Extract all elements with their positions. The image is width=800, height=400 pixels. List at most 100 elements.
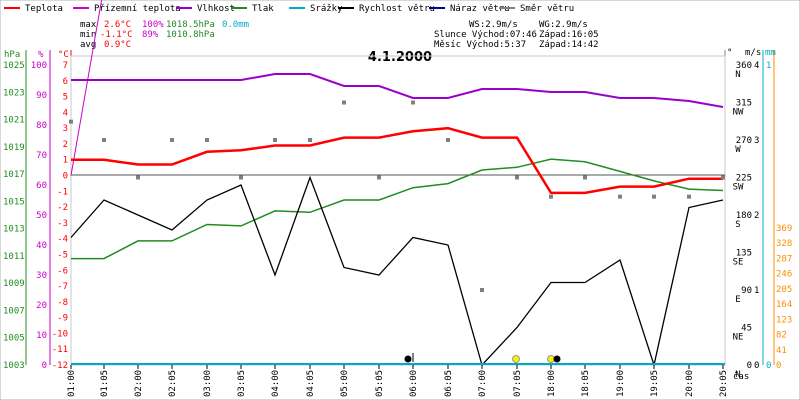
legend-label-1: Přízemní teplota: [94, 4, 181, 14]
temp-tick: 0: [63, 172, 68, 182]
legend-label-3: Tlak: [252, 4, 274, 14]
wm2-tick: 0: [776, 361, 781, 371]
pct-tick: 70: [36, 151, 47, 161]
x-tick-label: 04:00: [271, 370, 281, 397]
x-tick-label: 18:00: [547, 370, 557, 397]
wind-dir-point: [687, 194, 691, 199]
pct-tick: 80: [36, 121, 47, 131]
hpa-tick: 1023: [3, 88, 25, 98]
ms-tick: 2: [754, 211, 759, 221]
hpa-tick: 1017: [3, 170, 25, 180]
wind-dir-point: [170, 138, 174, 142]
hpa-tick: 1025: [3, 61, 25, 71]
wm2-tick: 246: [776, 270, 792, 280]
wind-dir-point: [239, 175, 243, 180]
dir-tick: 135: [736, 249, 752, 259]
moon-set-marker: [553, 355, 561, 363]
wind-dir-point: [69, 119, 73, 124]
mm-unit: mm: [765, 48, 776, 58]
dir-name: NW: [733, 108, 744, 118]
wind-dir-point: [377, 175, 381, 180]
stat-max-temp: 2.6°C: [104, 20, 131, 30]
dir-name: NE: [733, 333, 744, 343]
temp-tick: -10: [52, 329, 68, 339]
series-humidity: [71, 73, 724, 108]
stat-min-pressure: 1010.8hPa: [166, 30, 215, 40]
wm2-tick: 41: [776, 346, 787, 356]
temp-tick: 6: [63, 77, 68, 87]
wind-dir-point: [308, 138, 312, 142]
pct-tick: 50: [36, 211, 47, 221]
x-tick-label: 04:05: [306, 370, 316, 397]
pct-tick: 30: [36, 271, 47, 281]
temp-tick: -2: [57, 203, 68, 213]
hpa-tick: 1011: [3, 252, 25, 262]
legend-label-2: Vlhkost: [197, 4, 235, 14]
dir-tick: 0: [747, 361, 752, 371]
wind-dir-point: [273, 138, 277, 142]
stat-max-pressure: 1018.5hPa: [166, 20, 215, 30]
pct-tick: 60: [36, 181, 47, 191]
temp-unit: °C: [58, 50, 69, 60]
x-tick-label: 01:05: [100, 370, 110, 397]
temp-tick: 4: [63, 108, 68, 118]
stat-min-humidity: 89%: [142, 30, 159, 40]
x-tick-label: 02:00: [134, 370, 144, 397]
temp-tick: -1: [57, 187, 68, 197]
pct-tick: 90: [36, 91, 47, 101]
plot-area: [69, 0, 726, 368]
wm2-tick: 164: [776, 300, 792, 310]
pct-tick: 10: [36, 331, 47, 341]
sun-rise-marker: [512, 355, 520, 363]
pct-tick: 20: [36, 301, 47, 311]
pct-unit: %: [38, 50, 44, 60]
temp-tick: 3: [63, 124, 68, 134]
x-tick-label: 07:00: [478, 370, 488, 397]
pct-tick: 40: [36, 241, 47, 251]
wm2-tick: 287: [776, 254, 792, 264]
ms-unit: m/s: [745, 48, 761, 58]
info-moon-rise: Měsíc Východ:5:37: [434, 40, 526, 50]
stat-avg-temp: 0.9°C: [104, 40, 131, 50]
x-tick-label: 02:05: [168, 370, 178, 397]
legend-label-6: Náraz větru: [450, 4, 510, 14]
temp-tick: 5: [63, 93, 68, 103]
legend: Teplota Přízemní teplota Vlhkost Tlak Srážky…: [4, 4, 574, 14]
wm2-tick: 328: [776, 239, 792, 249]
hpa-tick: 1015: [3, 197, 25, 207]
wm2-tick: 369: [776, 224, 792, 234]
dir-name: SE: [733, 258, 744, 268]
hpa-tick: 1007: [3, 306, 25, 316]
info-ws: WS:2.9m/s: [469, 20, 518, 30]
info-moon-set: Západ:14:42: [539, 40, 599, 50]
wind-dir-point: [136, 175, 140, 180]
chart-title: 4.1.2000: [368, 50, 432, 65]
ms-tick: 1: [754, 286, 759, 296]
wind-dir-point: [515, 175, 519, 180]
dir-name: N: [735, 370, 740, 380]
x-tick-label: 20:00: [685, 370, 695, 397]
legend-label-4: Srážky: [310, 4, 343, 14]
wind-dir-point: [411, 100, 415, 105]
wind-dir-point: [480, 288, 484, 292]
astro-info: WS:2.9m/s WG:2.9m/s Slunce Východ:07:46 …: [434, 20, 599, 50]
hpa-tick: 1003: [3, 361, 25, 371]
dir-tick: 180: [736, 211, 752, 221]
wind-dir-point: [652, 194, 656, 199]
hpa-tick: 1021: [3, 116, 25, 126]
temp-tick: -4: [57, 235, 68, 245]
wind-dir-point: [721, 175, 725, 180]
legend-label-0: Teplota: [25, 4, 63, 14]
dir-tick: 270: [736, 136, 752, 146]
dir-name: E: [735, 295, 740, 305]
info-wg: WG:2.9m/s: [539, 20, 588, 30]
dir-name: S: [735, 220, 740, 230]
wind-dir-point: [446, 138, 450, 142]
hpa-tick: 1013: [3, 225, 25, 235]
wind-dir-point: [549, 194, 553, 199]
dir-name: SW: [733, 183, 744, 193]
sun-set-marker: [547, 355, 555, 363]
wind-dir-point: [102, 138, 106, 142]
temp-tick: -8: [57, 298, 68, 308]
temp-tick: -5: [57, 250, 68, 260]
